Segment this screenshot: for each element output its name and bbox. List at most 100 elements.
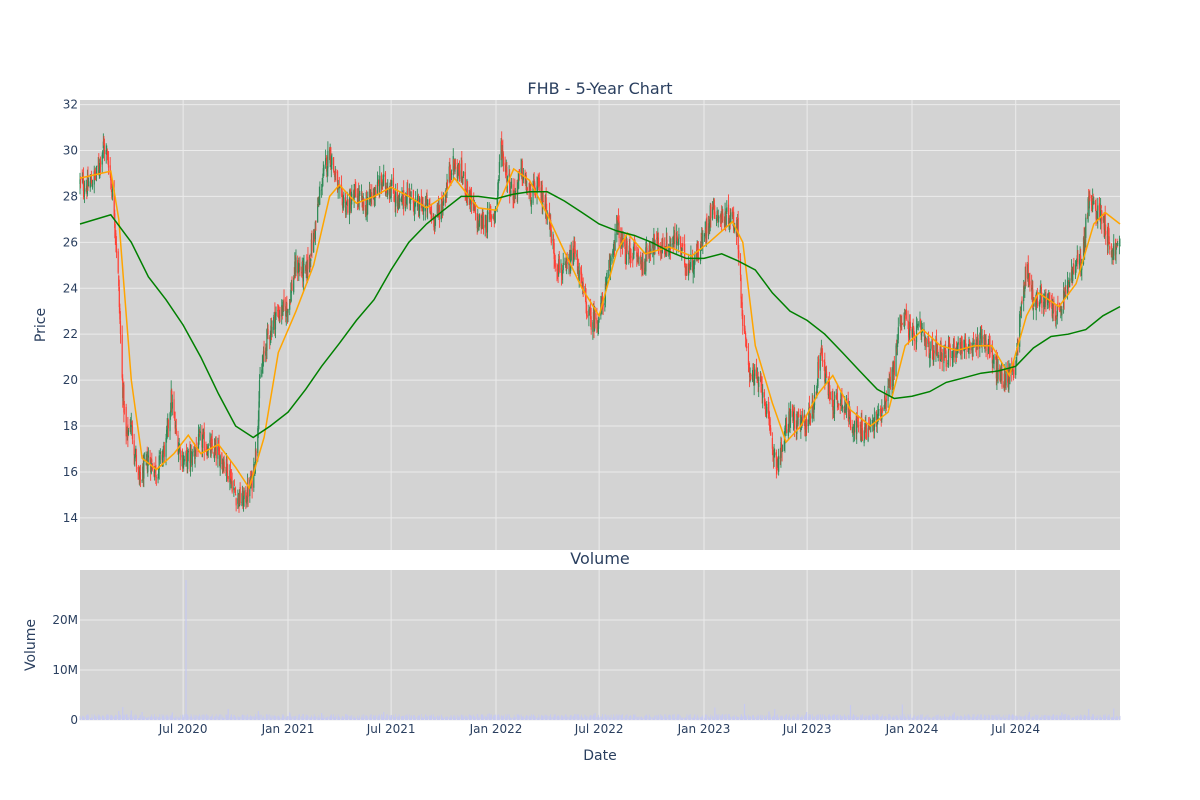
candlestick xyxy=(310,258,312,268)
volume-bar xyxy=(313,716,315,720)
x-tick-label: Jul 2024 xyxy=(990,722,1040,736)
price-plot-area[interactable] xyxy=(80,100,1120,550)
x-tick-label: Jul 2022 xyxy=(574,722,624,736)
volume-bar xyxy=(1005,714,1007,720)
volume-bar xyxy=(134,714,136,720)
candlestick xyxy=(853,420,856,442)
volume-bar xyxy=(912,717,914,720)
volume-bar xyxy=(159,717,161,720)
candlestick xyxy=(797,411,799,427)
volume-bar xyxy=(884,718,886,720)
volume-bar xyxy=(952,714,953,720)
volume-bar xyxy=(646,715,648,720)
volume-bar xyxy=(936,714,938,720)
volume-bar xyxy=(680,717,682,720)
candlestick xyxy=(897,317,899,344)
volume-bar xyxy=(408,714,410,720)
volume-bar xyxy=(606,715,608,720)
volume-bar xyxy=(793,714,795,720)
volume-bar xyxy=(1007,714,1009,720)
candlestick xyxy=(835,388,837,400)
volume-bar xyxy=(243,717,244,720)
volume-bar xyxy=(150,716,152,720)
volume-bar xyxy=(286,716,288,720)
candlestick xyxy=(199,423,201,441)
candlestick xyxy=(1057,295,1059,311)
volume-bar xyxy=(271,715,273,720)
volume-bar xyxy=(326,717,328,720)
volume-bar xyxy=(197,715,199,720)
candlestick xyxy=(1080,248,1082,277)
volume-bar xyxy=(753,715,754,720)
volume-bar xyxy=(981,714,982,720)
candlestick xyxy=(154,468,156,481)
volume-bar xyxy=(681,717,683,720)
volume-bar xyxy=(113,716,115,720)
candlestick xyxy=(632,252,634,268)
candlestick xyxy=(733,206,735,234)
volume-bar xyxy=(375,715,377,720)
volume-bar xyxy=(174,718,176,720)
volume-bar xyxy=(783,717,785,720)
volume-bar xyxy=(139,715,141,720)
volume-bar xyxy=(689,714,691,720)
volume-bar xyxy=(816,714,818,720)
volume-bar xyxy=(656,717,658,720)
volume-bar xyxy=(920,714,922,720)
volume-bar xyxy=(146,717,148,720)
volume-bar xyxy=(528,716,530,720)
candlestick xyxy=(155,456,157,484)
volume-bar xyxy=(262,717,264,720)
volume-bar xyxy=(495,714,496,720)
volume-bar xyxy=(766,715,768,720)
volume-bar xyxy=(618,715,619,720)
volume-bar xyxy=(517,715,519,720)
volume-bar xyxy=(214,717,216,720)
volume-bar xyxy=(534,716,536,720)
candlestick xyxy=(731,207,734,219)
volume-bar xyxy=(471,716,472,720)
volume-plot-area[interactable] xyxy=(80,570,1120,720)
volume-bar xyxy=(517,714,519,720)
price-y-tick-label: 14 xyxy=(63,511,78,525)
volume-bar xyxy=(637,716,639,720)
volume-bar xyxy=(901,704,903,720)
candlestick xyxy=(1001,365,1003,389)
volume-bar xyxy=(96,717,97,720)
volume-bar xyxy=(672,714,674,720)
volume-bar xyxy=(760,715,761,720)
volume-bar xyxy=(1023,716,1025,720)
volume-bar xyxy=(1091,716,1093,720)
volume-bar xyxy=(87,714,88,720)
volume-bar xyxy=(94,718,96,720)
x-tick-label: Jan 2022 xyxy=(469,722,523,736)
volume-bar xyxy=(746,717,748,720)
candlestick xyxy=(417,193,420,218)
volume-bar xyxy=(154,714,156,720)
candlestick xyxy=(103,135,105,146)
volume-bar xyxy=(173,717,175,720)
volume-bar xyxy=(844,718,846,720)
volume-bar xyxy=(361,714,363,720)
volume-bar xyxy=(949,715,951,720)
volume-bar xyxy=(329,716,330,720)
candlestick xyxy=(399,191,401,209)
volume-bar xyxy=(469,714,471,720)
volume-bar xyxy=(654,715,656,720)
candlestick xyxy=(358,185,360,211)
volume-bar xyxy=(185,580,187,720)
volume-bar xyxy=(350,717,352,720)
candlestick xyxy=(343,191,345,208)
volume-bar xyxy=(941,718,943,720)
volume-bar xyxy=(521,716,523,720)
candlestick xyxy=(550,224,552,246)
volume-bar xyxy=(1041,714,1043,720)
volume-bar xyxy=(819,714,821,720)
candlestick xyxy=(227,475,229,483)
volume-bar xyxy=(1009,714,1010,720)
candlestick xyxy=(915,316,918,350)
volume-bar xyxy=(394,716,395,720)
volume-bar xyxy=(752,714,754,720)
volume-bar xyxy=(1081,715,1083,720)
volume-bar xyxy=(884,716,886,720)
